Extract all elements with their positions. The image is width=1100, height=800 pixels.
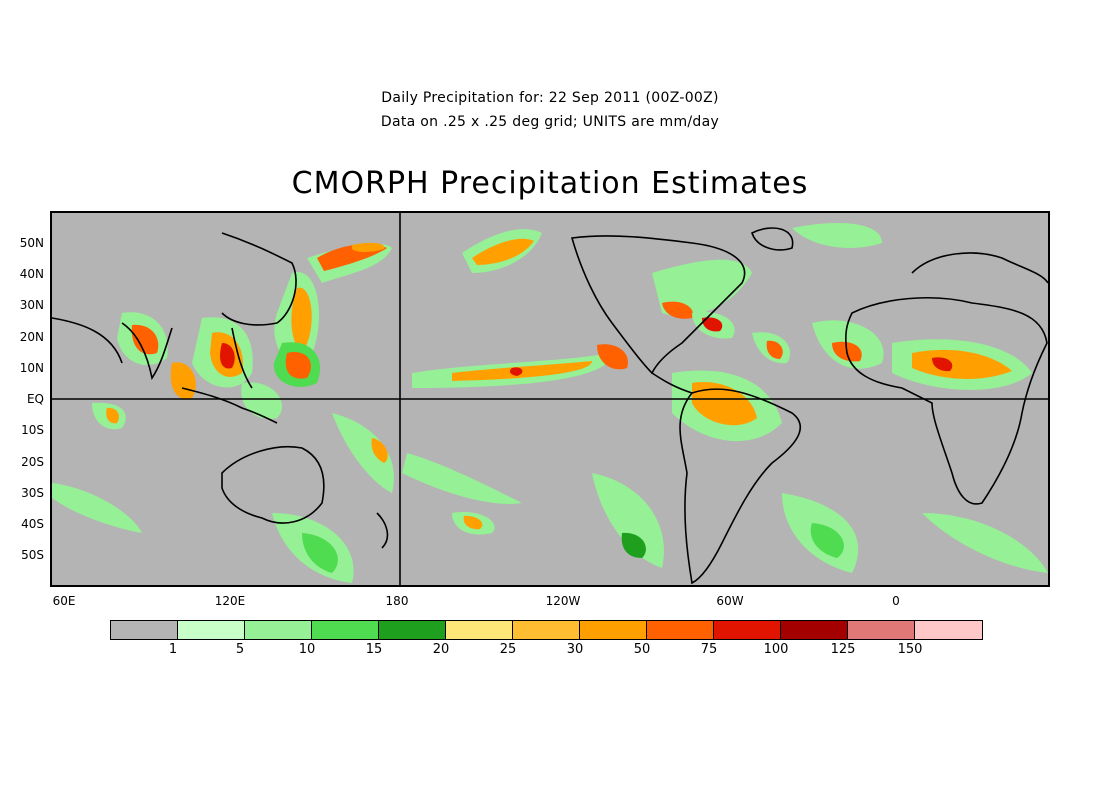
colorbar-swatch bbox=[178, 621, 245, 639]
lat-label: 10N bbox=[19, 361, 44, 375]
lon-label: 60E bbox=[52, 594, 76, 608]
colorbar-swatch bbox=[647, 621, 714, 639]
colorbar-tick-label: 100 bbox=[763, 642, 789, 657]
colorbar-swatch bbox=[379, 621, 446, 639]
lat-label: 10S bbox=[21, 423, 44, 437]
lon-label: 120E bbox=[214, 594, 246, 608]
lat-label: 30S bbox=[21, 486, 44, 500]
colorbar-swatch bbox=[446, 621, 513, 639]
lat-label: 40N bbox=[19, 267, 44, 281]
colorbar-swatch bbox=[915, 621, 982, 639]
colorbar-swatch bbox=[312, 621, 379, 639]
lon-label: 60W bbox=[716, 594, 744, 608]
lat-label: 50S bbox=[21, 548, 44, 562]
colorbar bbox=[110, 620, 983, 640]
subtitle-date: Daily Precipitation for: 22 Sep 2011 (00… bbox=[381, 90, 719, 106]
colorbar-swatch bbox=[245, 621, 312, 639]
colorbar-swatch bbox=[513, 621, 580, 639]
colorbar-swatch bbox=[111, 621, 178, 639]
lon-label: 0 bbox=[892, 594, 900, 608]
lat-label: 50N bbox=[19, 236, 44, 250]
coastlines bbox=[52, 227, 1048, 585]
colorbar-tick-label: 30 bbox=[566, 642, 584, 657]
precipitation-map bbox=[52, 213, 1048, 585]
lat-label: 30N bbox=[19, 298, 44, 312]
colorbar-tick-label: 75 bbox=[700, 642, 718, 657]
map-frame bbox=[50, 211, 1050, 587]
lon-label: 180 bbox=[385, 594, 409, 608]
colorbar-tick-label: 1 bbox=[168, 642, 178, 657]
colorbar-swatch bbox=[848, 621, 915, 639]
colorbar-tick-label: 5 bbox=[235, 642, 245, 657]
colorbar-tick-label: 125 bbox=[830, 642, 856, 657]
subtitle-grid-info: Data on .25 x .25 deg grid; UNITS are mm… bbox=[380, 114, 720, 130]
colorbar-swatch bbox=[781, 621, 848, 639]
colorbar-tick-label: 20 bbox=[432, 642, 450, 657]
lon-label: 120W bbox=[545, 594, 581, 608]
lat-label: 40S bbox=[21, 517, 44, 531]
colorbar-tick-label: 50 bbox=[633, 642, 651, 657]
chart-title: CMORPH Precipitation Estimates bbox=[291, 166, 809, 201]
colorbar-tick-label: 25 bbox=[499, 642, 517, 657]
colorbar-tick-label: 15 bbox=[365, 642, 383, 657]
lat-label: 20S bbox=[21, 455, 44, 469]
colorbar-tick-label: 10 bbox=[298, 642, 316, 657]
lat-label: 20N bbox=[19, 330, 44, 344]
precipitation-field bbox=[52, 223, 1048, 583]
colorbar-swatch bbox=[580, 621, 647, 639]
colorbar-swatch bbox=[714, 621, 781, 639]
colorbar-tick-label: 150 bbox=[897, 642, 923, 657]
lat-label: EQ bbox=[26, 392, 44, 406]
